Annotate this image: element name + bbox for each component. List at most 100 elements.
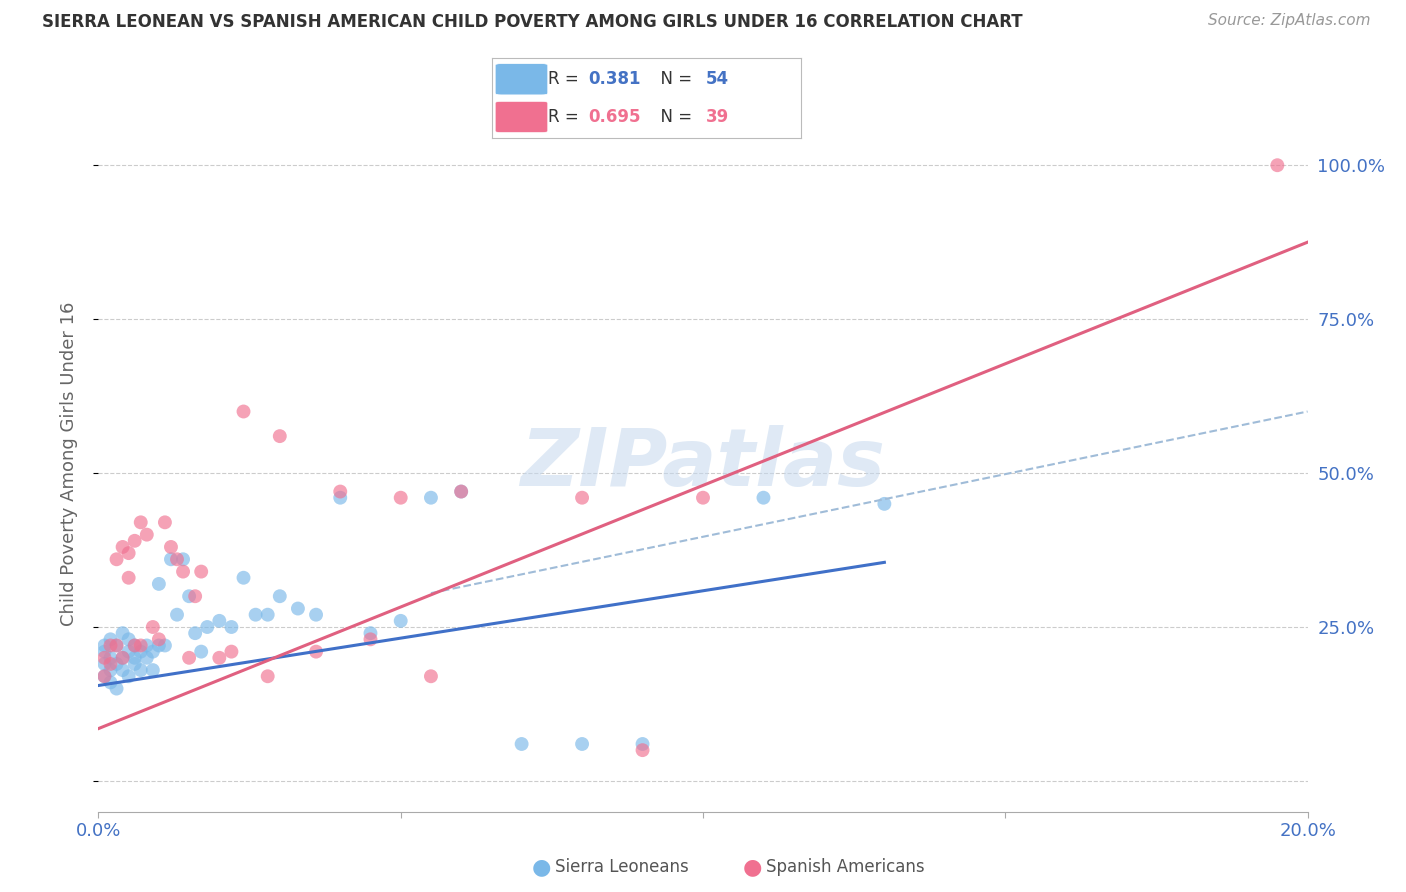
Point <box>129 663 152 677</box>
Point <box>118 645 141 659</box>
Point <box>450 484 472 499</box>
Point <box>105 639 128 653</box>
Point <box>195 620 218 634</box>
Point <box>329 491 352 505</box>
FancyBboxPatch shape <box>495 102 548 133</box>
Text: N =: N = <box>650 108 697 126</box>
Point <box>135 639 157 653</box>
Point <box>118 546 141 560</box>
Point <box>166 607 188 622</box>
Point <box>124 650 146 665</box>
Point <box>100 639 122 653</box>
Point <box>873 497 896 511</box>
Point <box>232 571 254 585</box>
Point <box>124 533 146 548</box>
Text: SIERRA LEONEAN VS SPANISH AMERICAN CHILD POVERTY AMONG GIRLS UNDER 16 CORRELATIO: SIERRA LEONEAN VS SPANISH AMERICAN CHILD… <box>42 13 1022 31</box>
Point <box>208 614 231 628</box>
Point <box>111 540 134 554</box>
Text: N =: N = <box>650 70 697 88</box>
Point <box>93 639 115 653</box>
Text: Sierra Leoneans: Sierra Leoneans <box>555 858 689 876</box>
Point <box>190 645 212 659</box>
Point <box>269 589 291 603</box>
Point <box>100 632 122 647</box>
Point <box>135 527 157 541</box>
Point <box>93 669 115 683</box>
Point <box>93 645 115 659</box>
Point <box>93 650 115 665</box>
Point <box>160 540 183 554</box>
Point <box>135 650 157 665</box>
Text: R =: R = <box>548 108 583 126</box>
Text: 0.695: 0.695 <box>588 108 641 126</box>
Point <box>389 614 412 628</box>
Text: R =: R = <box>548 70 583 88</box>
Point <box>305 645 328 659</box>
Point <box>142 663 165 677</box>
Point <box>100 675 122 690</box>
Point <box>93 669 115 683</box>
Point <box>105 681 128 696</box>
Point <box>360 626 382 640</box>
Text: 0.381: 0.381 <box>588 70 641 88</box>
Point <box>100 663 122 677</box>
Point <box>184 626 207 640</box>
Text: Source: ZipAtlas.com: Source: ZipAtlas.com <box>1208 13 1371 29</box>
Point <box>631 743 654 757</box>
Point <box>360 632 382 647</box>
Point <box>124 639 146 653</box>
Point <box>172 552 194 566</box>
Point <box>111 650 134 665</box>
Point <box>105 552 128 566</box>
Point <box>124 639 146 653</box>
Point <box>256 607 278 622</box>
Point <box>510 737 533 751</box>
Point <box>692 491 714 505</box>
Point <box>129 639 152 653</box>
Point <box>571 737 593 751</box>
Point <box>1267 158 1289 172</box>
Point <box>129 516 152 530</box>
Y-axis label: Child Poverty Among Girls Under 16: Child Poverty Among Girls Under 16 <box>59 301 77 626</box>
Point <box>111 650 134 665</box>
Text: ●: ● <box>531 857 551 877</box>
Point <box>245 607 267 622</box>
Point <box>287 601 309 615</box>
Point <box>631 737 654 751</box>
Text: ●: ● <box>742 857 762 877</box>
Point <box>305 607 328 622</box>
Point <box>420 491 443 505</box>
Point <box>389 491 412 505</box>
Point <box>752 491 775 505</box>
Point <box>111 663 134 677</box>
Point <box>221 620 243 634</box>
Point <box>256 669 278 683</box>
Text: ZIPatlas: ZIPatlas <box>520 425 886 503</box>
Point <box>105 639 128 653</box>
Point <box>571 491 593 505</box>
Point <box>105 657 128 671</box>
Point <box>129 645 152 659</box>
Text: Spanish Americans: Spanish Americans <box>766 858 925 876</box>
Point <box>420 669 443 683</box>
Point <box>124 657 146 671</box>
Point <box>221 645 243 659</box>
Point <box>100 650 122 665</box>
Point <box>184 589 207 603</box>
Point <box>118 632 141 647</box>
Point <box>142 620 165 634</box>
Point <box>111 626 134 640</box>
Point <box>118 571 141 585</box>
Point <box>148 639 170 653</box>
Point <box>329 484 352 499</box>
Point <box>166 552 188 566</box>
Point <box>208 650 231 665</box>
Point <box>142 645 165 659</box>
Point <box>450 484 472 499</box>
Point <box>148 632 170 647</box>
Point <box>100 657 122 671</box>
Point <box>153 639 176 653</box>
Point <box>269 429 291 443</box>
Point <box>232 404 254 418</box>
Point <box>160 552 183 566</box>
